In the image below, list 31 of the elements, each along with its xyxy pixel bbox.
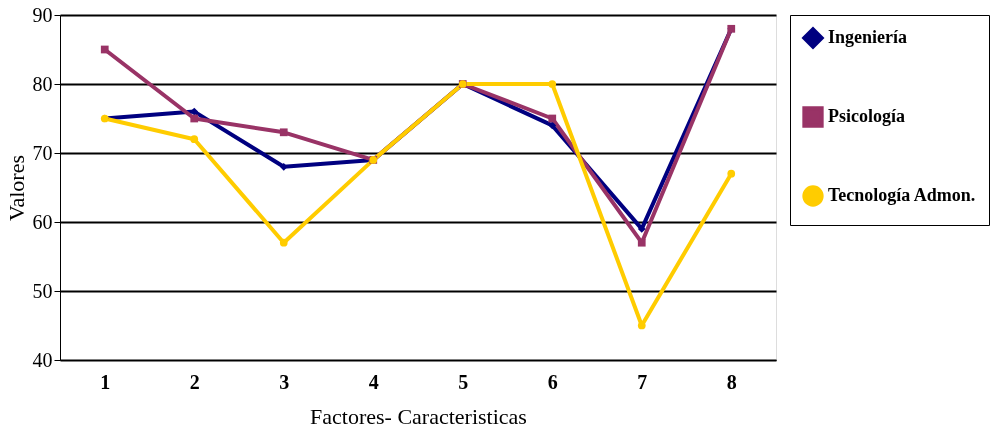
point (548, 121, 557, 130)
x-tick-label: 5 (458, 370, 469, 393)
legend-label: Psicología (828, 106, 905, 126)
legend-label: Ingeniería (828, 27, 907, 47)
y-tick-label: 40 (32, 348, 53, 371)
point (190, 114, 199, 123)
x-tick-label: 6 (547, 370, 558, 393)
y-tick-label: 80 (32, 72, 53, 95)
y-axis-title: Valores (3, 155, 29, 221)
point (637, 321, 646, 330)
point (190, 135, 199, 144)
x-tick-label: 7 (637, 370, 648, 393)
point (100, 45, 109, 54)
x-tick-label: 8 (726, 370, 737, 393)
y-tick-label: 70 (32, 141, 53, 164)
point (548, 80, 557, 88)
x-tick-label: 1 (100, 370, 111, 393)
legend-label: Tecnología Admon. (828, 185, 976, 205)
x-tick-label: 2 (189, 370, 200, 393)
x-axis-title: Factores- Caracteristicas (310, 403, 527, 429)
x-tick-label: 4 (368, 370, 379, 393)
point (637, 238, 646, 247)
x-tick-label: 3 (279, 370, 290, 393)
point (727, 169, 736, 178)
point (279, 238, 288, 247)
point (279, 128, 288, 137)
point (548, 114, 557, 123)
point (279, 162, 288, 171)
y-tick-label: 50 (32, 279, 53, 302)
y-tick-label: 60 (32, 210, 53, 233)
y-tick-label: 90 (32, 3, 53, 26)
